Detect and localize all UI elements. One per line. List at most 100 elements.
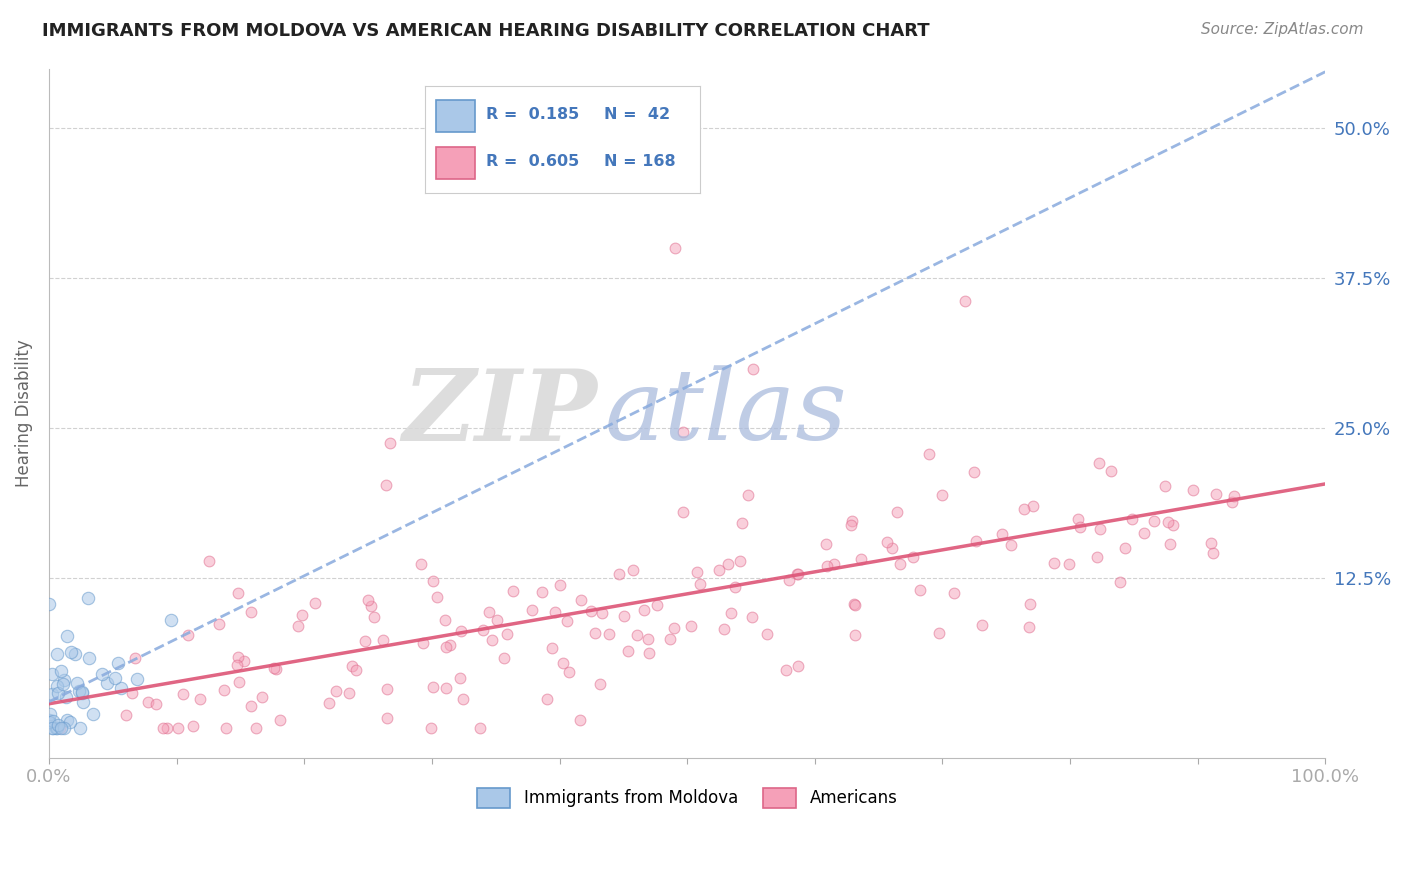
Point <box>502 583 524 598</box>
Point <box>55 713 77 727</box>
Point <box>41 667 63 681</box>
Point <box>645 598 668 612</box>
Point <box>1018 620 1040 634</box>
Point <box>72 685 94 699</box>
Point <box>156 721 179 735</box>
Point <box>598 627 620 641</box>
Point <box>659 632 682 647</box>
Point <box>901 549 924 564</box>
Point <box>226 649 249 664</box>
Point <box>815 559 838 574</box>
Point <box>492 650 515 665</box>
Point <box>124 650 146 665</box>
Point <box>849 552 872 566</box>
Point <box>1222 494 1244 508</box>
Point <box>709 563 731 577</box>
Point <box>1043 556 1066 570</box>
Point <box>889 557 911 571</box>
Point <box>38 706 60 721</box>
Point <box>371 632 394 647</box>
Point <box>69 721 91 735</box>
Point <box>239 606 262 620</box>
Point <box>880 541 903 555</box>
Y-axis label: Hearing Disability: Hearing Disability <box>15 339 32 487</box>
Point <box>56 630 79 644</box>
Point <box>52 721 75 735</box>
Point <box>360 599 382 614</box>
Point <box>541 640 564 655</box>
Point <box>77 591 100 605</box>
Point <box>786 567 808 582</box>
Point <box>380 435 402 450</box>
Point <box>422 680 444 694</box>
Point <box>1057 557 1080 571</box>
Point <box>340 659 363 673</box>
Point <box>717 557 740 571</box>
Point <box>181 719 204 733</box>
Point <box>63 647 86 661</box>
Point <box>91 666 114 681</box>
Point <box>626 628 648 642</box>
Point <box>839 517 862 532</box>
Point <box>787 567 810 582</box>
Point <box>1161 518 1184 533</box>
Point <box>77 651 100 665</box>
Point <box>778 573 800 587</box>
Point <box>1154 479 1177 493</box>
Point <box>198 554 221 568</box>
Point <box>46 718 69 732</box>
Point <box>842 597 865 611</box>
Point <box>1088 522 1111 536</box>
Point <box>928 625 950 640</box>
Point <box>544 605 567 619</box>
Point <box>1099 464 1122 478</box>
Point <box>617 644 640 658</box>
Point <box>671 425 693 439</box>
Point <box>1087 456 1109 470</box>
Point <box>1157 516 1180 530</box>
Text: IMMIGRANTS FROM MOLDOVA VS AMERICAN HEARING DISABILITY CORRELATION CHART: IMMIGRANTS FROM MOLDOVA VS AMERICAN HEAR… <box>42 22 929 40</box>
Point <box>436 681 458 696</box>
Point <box>496 627 519 641</box>
Point <box>239 699 262 714</box>
Point <box>49 721 72 735</box>
Point <box>664 241 686 255</box>
Point <box>215 721 238 735</box>
Point <box>638 646 661 660</box>
Point <box>363 609 385 624</box>
Point <box>245 721 267 735</box>
Point <box>426 590 449 604</box>
Point <box>613 608 636 623</box>
Point <box>1085 549 1108 564</box>
Point <box>422 574 444 588</box>
Point <box>737 488 759 502</box>
Point <box>434 640 457 654</box>
Point <box>228 675 250 690</box>
Point <box>486 613 509 627</box>
Point <box>815 537 838 551</box>
Point <box>304 595 326 609</box>
Point <box>42 721 65 735</box>
Point <box>46 686 69 700</box>
Point <box>579 604 602 618</box>
Point <box>1202 546 1225 560</box>
Point <box>250 690 273 704</box>
Point <box>228 586 250 600</box>
Point <box>1069 519 1091 533</box>
Point <box>145 698 167 712</box>
Point <box>536 692 558 706</box>
Point <box>943 585 966 599</box>
Point <box>689 577 711 591</box>
Point <box>662 621 685 635</box>
Point <box>337 686 360 700</box>
Point <box>45 721 67 735</box>
Point <box>115 708 138 723</box>
Point <box>1223 489 1246 503</box>
Point <box>713 622 735 636</box>
Point <box>970 618 993 632</box>
Point <box>522 603 544 617</box>
Point <box>375 682 398 697</box>
Point <box>45 647 67 661</box>
Point <box>786 659 808 673</box>
Point <box>551 656 574 670</box>
